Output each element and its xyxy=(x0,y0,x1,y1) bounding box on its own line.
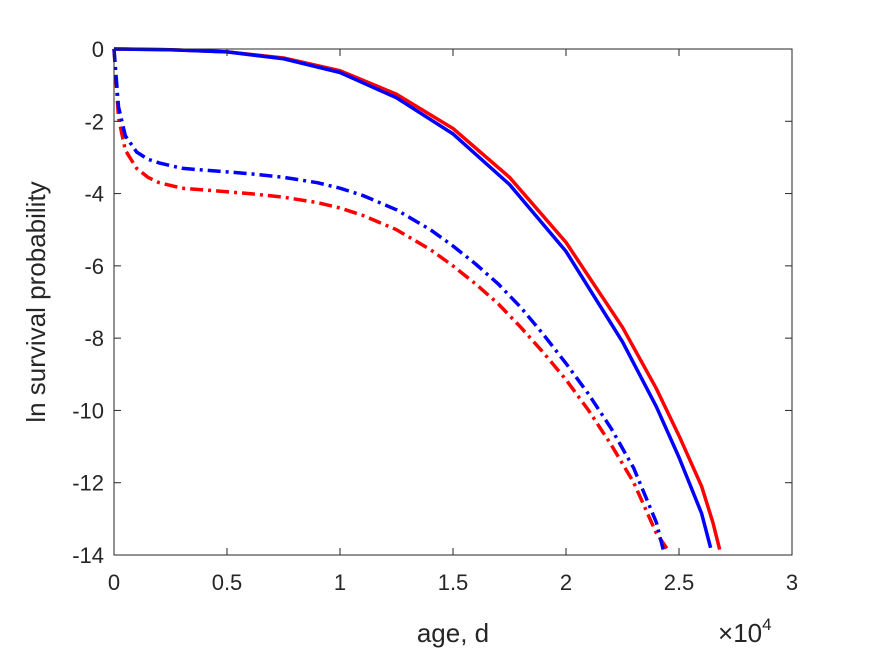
x-tick-label: 2 xyxy=(560,570,572,595)
y-tick-label: 0 xyxy=(92,37,104,62)
series-line-2 xyxy=(113,47,713,549)
series-layer xyxy=(112,47,722,551)
x-tick-label: 1.5 xyxy=(438,570,469,595)
x-tick-label: 0.5 xyxy=(212,570,243,595)
ticks-layer xyxy=(113,48,793,556)
y-tick-label: -12 xyxy=(72,471,104,496)
plot-area xyxy=(114,49,792,555)
x-axis-label: age, d xyxy=(417,618,489,648)
series-line-4 xyxy=(112,48,665,551)
x-tick-label: 3 xyxy=(786,570,798,595)
exponent-base: 10 xyxy=(733,618,762,648)
exponent-times: × xyxy=(718,618,733,648)
y-tick-label: -2 xyxy=(84,109,104,134)
y-tick-labels: 0 -2 -4 -6 -8 -10 -12 -14 xyxy=(72,37,104,568)
x-tick-label: 2.5 xyxy=(664,570,695,595)
y-tick-label: -14 xyxy=(72,543,104,568)
x-tick-labels: 0 0.5 1 1.5 2 2.5 3 xyxy=(108,570,798,595)
y-axis-label: ln survival probability xyxy=(21,181,51,422)
y-tick-label: -4 xyxy=(84,182,104,207)
series-line-3 xyxy=(112,48,670,551)
x-axis-exponent: ×104 xyxy=(718,615,772,648)
y-tick-label: -6 xyxy=(84,254,104,279)
exponent-power: 4 xyxy=(762,615,771,634)
x-tick-label: 0 xyxy=(108,570,120,595)
y-tick-label: -10 xyxy=(72,398,104,423)
y-tick-label: -8 xyxy=(84,326,104,351)
svg-text:×104: ×104 xyxy=(718,615,772,648)
x-tick-label: 1 xyxy=(334,570,346,595)
